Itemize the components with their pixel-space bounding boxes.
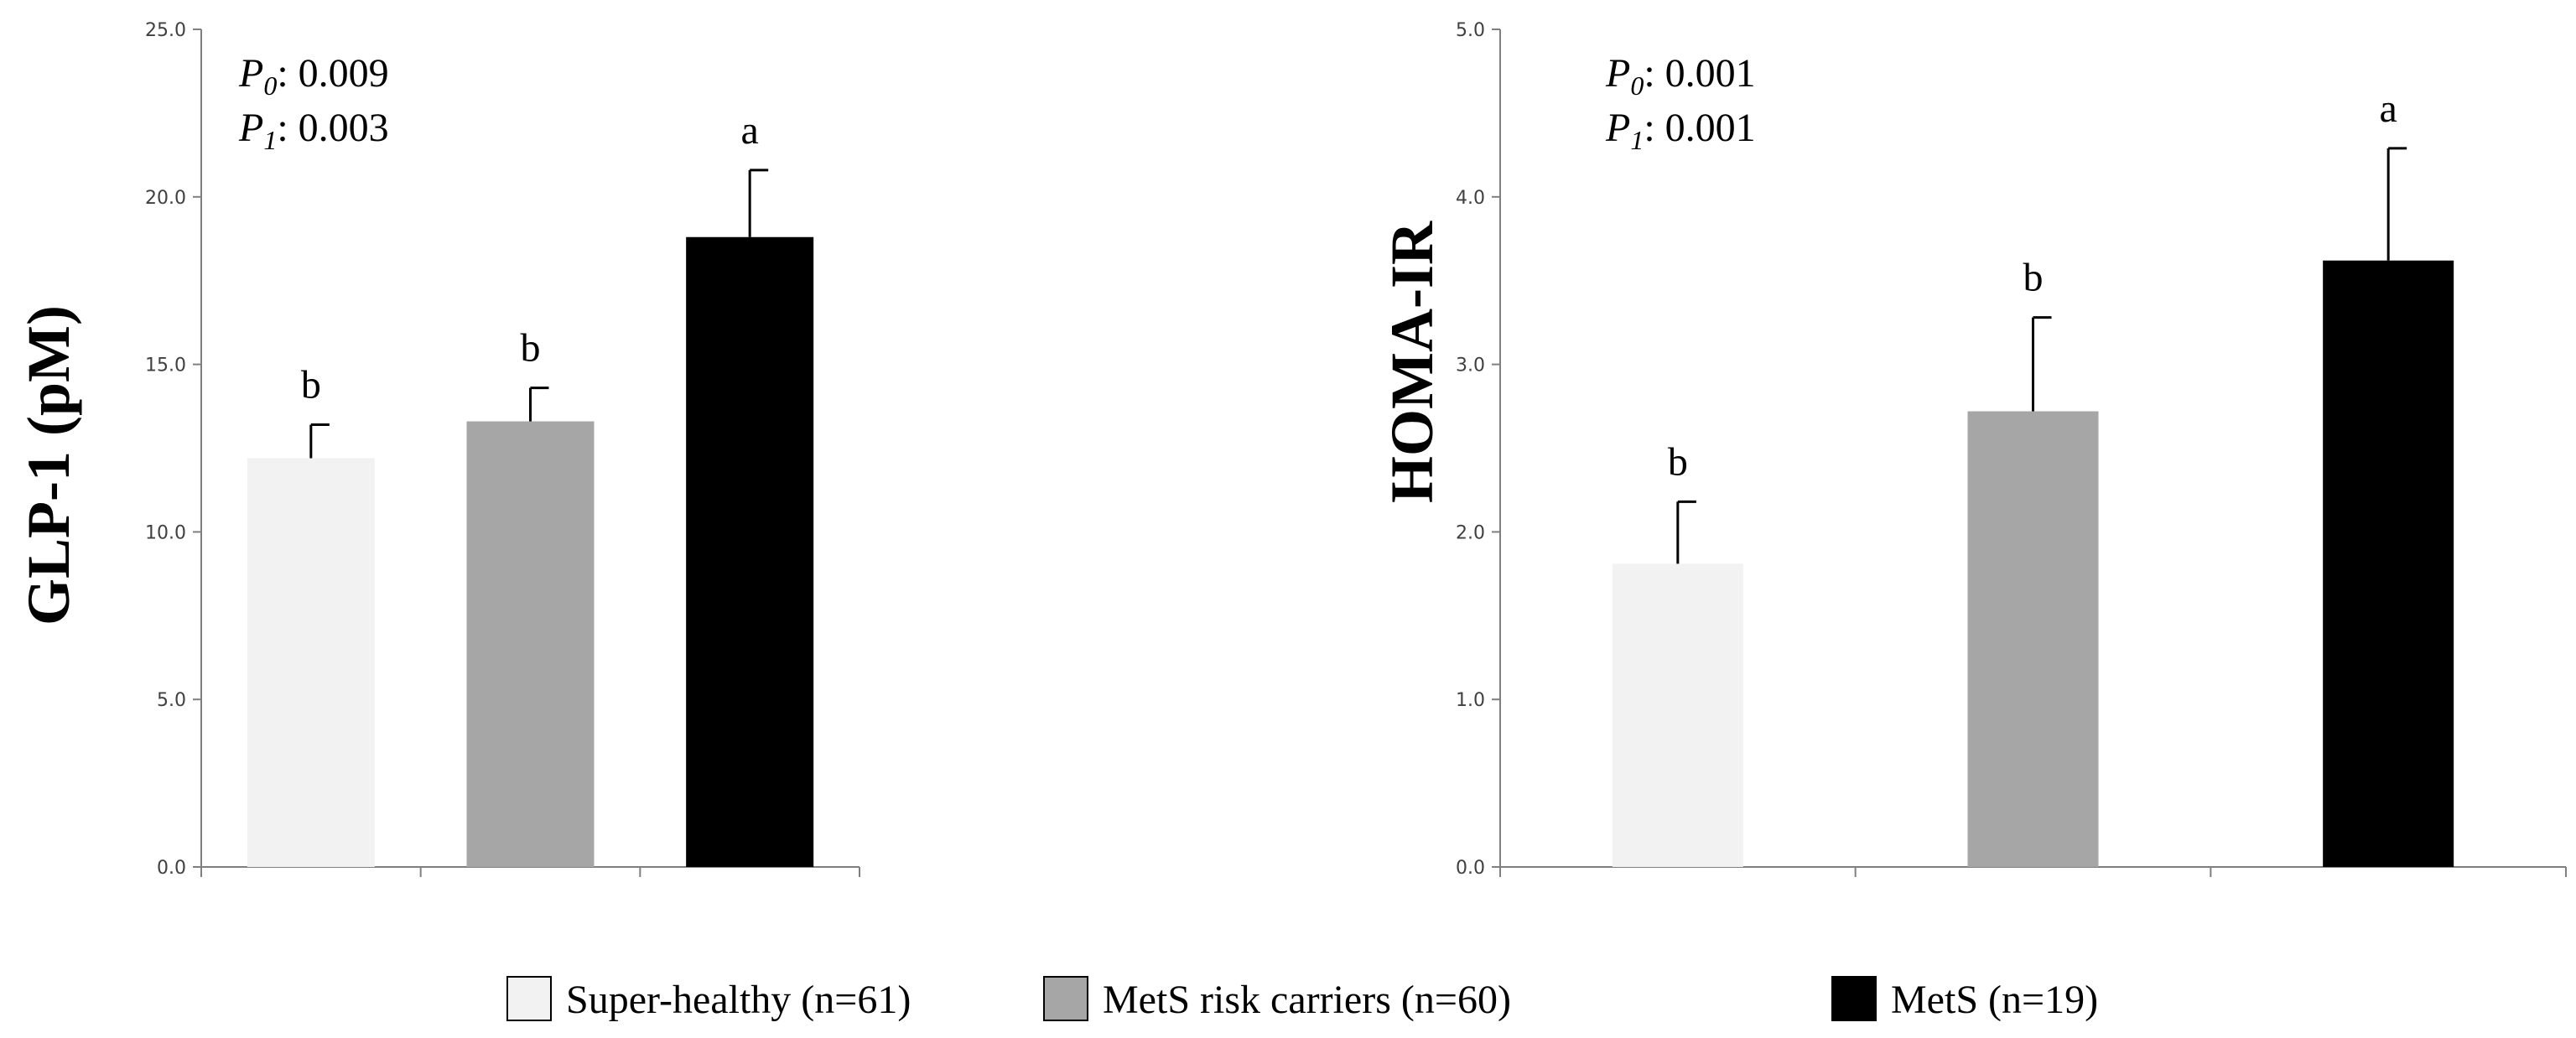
p-symbol: P [1605, 106, 1630, 150]
bar-3 [686, 236, 814, 867]
y-tick-label: 2.0 [1456, 522, 1485, 543]
significance-label: a [2380, 86, 2397, 131]
significance-label: b [301, 363, 321, 407]
p-value: : 0.001 [1644, 51, 1755, 96]
y-axis-label: GLP-1 (pM) [15, 305, 82, 625]
bar-1 [1612, 563, 1743, 867]
p-value-annotation: P0: 0.001 [1605, 51, 1756, 101]
legend-swatch-1 [506, 976, 552, 1021]
bar-3 [2323, 260, 2454, 867]
legend-label-2: MetS risk carriers (n=60) [1103, 978, 1511, 1022]
y-axis-label: HOMA-IR [1379, 221, 1446, 503]
p-subscript: 1 [1630, 125, 1644, 155]
significance-label: b [1668, 439, 1688, 484]
y-tick-label: 4.0 [1456, 188, 1485, 209]
p-value-annotation: P1: 0.003 [238, 106, 389, 155]
p-subscript: 0 [1630, 70, 1644, 101]
y-tick-label: 20.0 [145, 188, 186, 209]
significance-label: b [2023, 256, 2044, 300]
p-symbol: P [238, 106, 263, 150]
y-tick-label: 0.0 [157, 858, 186, 879]
bar-1 [247, 458, 375, 867]
y-tick-label: 0.0 [1456, 858, 1485, 879]
y-tick-label: 25.0 [145, 20, 186, 41]
significance-label: a [741, 108, 759, 153]
p-value-annotation: P0: 0.009 [238, 51, 389, 101]
y-tick-label: 5.0 [1456, 20, 1485, 41]
legend: Super-healthy (n=61) MetS risk carriers (… [506, 976, 2098, 1022]
p-subscript: 1 [263, 125, 277, 155]
p-value: : 0.009 [277, 51, 388, 96]
p-subscript: 0 [263, 70, 277, 101]
y-tick-label: 5.0 [157, 690, 186, 711]
y-tick-label: 1.0 [1456, 690, 1485, 711]
p-value-annotation: P1: 0.001 [1605, 106, 1756, 155]
significance-label: b [521, 326, 541, 371]
legend-swatch-3 [1831, 976, 1877, 1021]
y-tick-label: 15.0 [145, 356, 186, 376]
p-symbol: P [1605, 51, 1630, 96]
p-symbol: P [238, 51, 263, 96]
legend-label-3: MetS (n=19) [1891, 978, 2098, 1022]
legend-label-1: Super-healthy (n=61) [566, 978, 911, 1022]
bar-2 [1967, 411, 2099, 867]
p-value: : 0.003 [277, 106, 388, 150]
bar-2 [466, 421, 595, 868]
legend-swatch-2 [1043, 976, 1088, 1021]
y-tick-label: 10.0 [145, 522, 186, 543]
p-value: : 0.001 [1644, 106, 1755, 150]
y-tick-label: 3.0 [1456, 356, 1485, 376]
